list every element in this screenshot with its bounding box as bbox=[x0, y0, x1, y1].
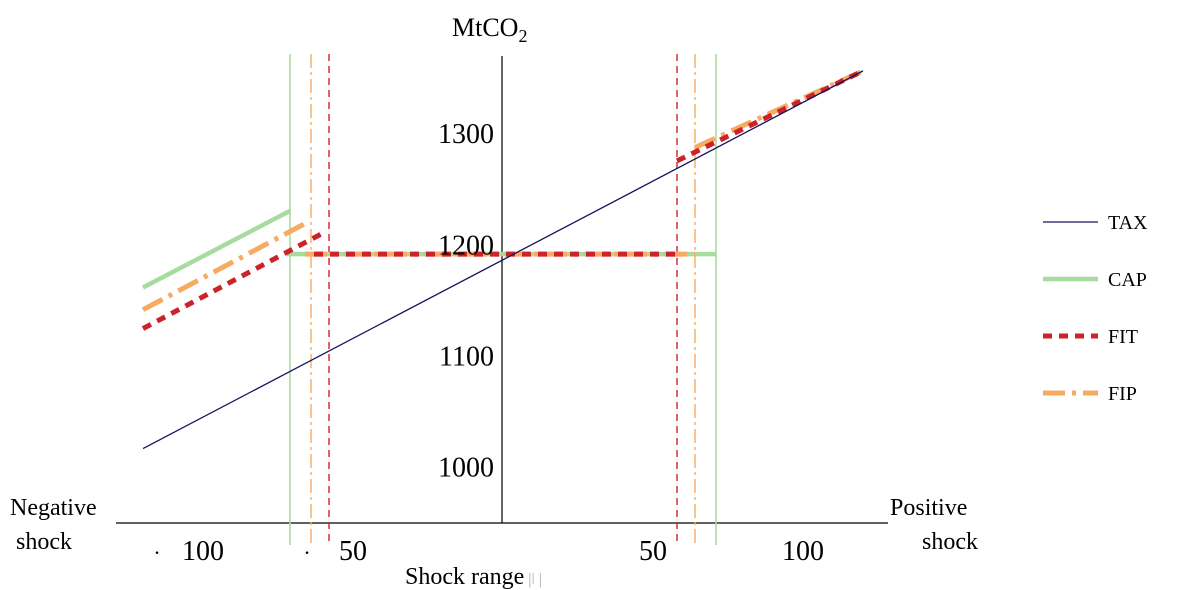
legend-label-fit: FIT bbox=[1108, 326, 1138, 348]
x-tick-minus-mark: · bbox=[153, 540, 160, 565]
series-tax-line bbox=[142, 70, 864, 450]
series-lines bbox=[141, 68, 865, 450]
legend-label-cap: CAP bbox=[1108, 269, 1147, 291]
x-tick-label: 50 bbox=[339, 536, 367, 567]
axes bbox=[116, 56, 888, 524]
negative-shock-label-line1: Negative bbox=[10, 495, 97, 521]
x-axis-title-suffix: |ǀ | bbox=[528, 571, 542, 588]
x-tick-label: 50 bbox=[639, 536, 667, 567]
series-fit-segment-0 bbox=[141, 230, 325, 331]
axis-labels: MtCO2 Shock range |ǀ | Negative shock Pos… bbox=[10, 13, 978, 590]
legend-label-tax: TAX bbox=[1108, 212, 1148, 234]
positive-shock-label-line2: shock bbox=[922, 529, 978, 555]
y-axis-title: MtCO2 bbox=[452, 13, 527, 46]
x-tick-label: 100 bbox=[182, 536, 224, 567]
series-cap-segment-0 bbox=[141, 208, 292, 290]
series-fit-segment-2 bbox=[675, 68, 865, 164]
y-tick-label: 1100 bbox=[439, 341, 494, 372]
threshold-lines bbox=[289, 54, 717, 545]
x-tick-labels: 100 · 50 · 50 100 bbox=[153, 536, 824, 567]
negative-shock-label-line2: shock bbox=[16, 529, 72, 555]
y-tick-label: 1300 bbox=[438, 119, 494, 150]
x-tick-label: 100 bbox=[782, 536, 824, 567]
y-tick-label: 1000 bbox=[438, 452, 494, 483]
series-fip-segment-0 bbox=[141, 219, 310, 312]
positive-shock-label-line1: Positive bbox=[890, 495, 967, 521]
y-tick-labels: 1000 1100 1200 1300 bbox=[438, 119, 494, 483]
y-tick-label: 1200 bbox=[438, 230, 494, 261]
legend: TAX CAP FIT FIP bbox=[1043, 212, 1148, 405]
legend-label-fip: FIP bbox=[1108, 383, 1137, 405]
x-axis-title-main: Shock range bbox=[405, 564, 524, 590]
x-axis-title: Shock range |ǀ | bbox=[405, 564, 542, 590]
y-axis-title-sub: 2 bbox=[518, 26, 527, 46]
y-axis-title-main: MtCO bbox=[452, 13, 518, 42]
x-tick-minus-mark: · bbox=[303, 540, 310, 565]
